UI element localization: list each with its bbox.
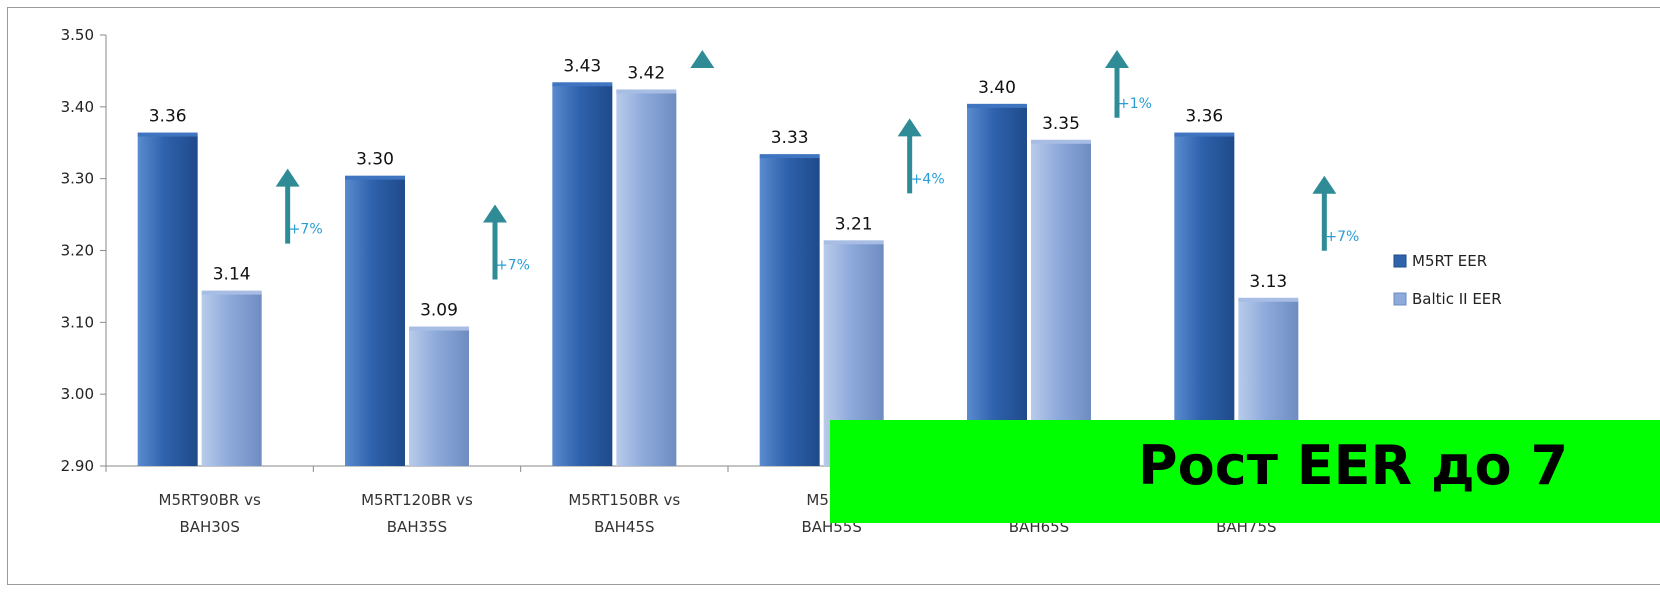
banner-text: Рост EER до 7 bbox=[1138, 434, 1569, 497]
data-label: 3.42 bbox=[627, 63, 665, 83]
increase-label: +7% bbox=[496, 258, 530, 274]
bar-top-cap bbox=[1174, 132, 1235, 137]
x-tick-label: BAH30S bbox=[179, 518, 239, 536]
bar-m5rt-eer bbox=[967, 106, 1027, 466]
highlight-banner: Рост EER до 7 bbox=[830, 420, 1660, 523]
data-label: 3.36 bbox=[1185, 107, 1223, 127]
bar-m5rt-eer bbox=[137, 135, 198, 467]
bar-baltic-ii-eer bbox=[1031, 142, 1091, 466]
data-label: 3.40 bbox=[978, 78, 1016, 98]
bar-top-cap bbox=[823, 240, 884, 245]
increase-label: +1% bbox=[1118, 96, 1152, 112]
bar-baltic-ii-eer bbox=[616, 92, 677, 466]
x-tick-label: BAH35S bbox=[387, 518, 447, 536]
legend-swatch bbox=[1393, 292, 1407, 306]
bar-top-cap bbox=[201, 290, 262, 295]
increase-arrow-icon bbox=[897, 118, 922, 194]
bar-top-cap bbox=[1238, 297, 1299, 302]
x-tick-label: BAH45S bbox=[594, 518, 654, 536]
x-tick-label: M5RT150BR vs bbox=[568, 491, 680, 509]
arrow-head bbox=[1312, 175, 1337, 194]
bar-baltic-ii-eer bbox=[201, 293, 262, 466]
y-tick-label: 2.90 bbox=[61, 457, 94, 475]
bar-m5rt-eer bbox=[759, 157, 820, 466]
arrow-head bbox=[275, 168, 300, 187]
legend-label: Baltic II EER bbox=[1412, 290, 1502, 308]
y-tick-label: 3.00 bbox=[61, 385, 94, 403]
bar-top-cap bbox=[409, 326, 469, 331]
legend-swatch bbox=[1393, 254, 1407, 268]
bar-m5rt-eer bbox=[1174, 135, 1235, 467]
bar-top-cap bbox=[345, 175, 405, 180]
y-tick-label: 3.30 bbox=[61, 170, 94, 188]
increase-label: +4% bbox=[911, 171, 945, 187]
increase-arrow-icon bbox=[483, 204, 507, 280]
data-label: 3.43 bbox=[563, 56, 601, 76]
bar-top-cap bbox=[1031, 139, 1091, 144]
increase-arrow-icon bbox=[1312, 175, 1337, 251]
data-label: 3.35 bbox=[1042, 114, 1080, 134]
increase-label: +7% bbox=[1325, 229, 1359, 245]
arrow-head bbox=[897, 118, 922, 137]
arrow-head bbox=[1105, 50, 1129, 68]
data-label: 3.13 bbox=[1249, 272, 1287, 292]
increase-label: +7% bbox=[289, 222, 323, 238]
bar-m5rt-eer bbox=[345, 178, 405, 466]
arrow-head bbox=[483, 204, 507, 223]
increase-arrow-icon bbox=[690, 50, 715, 68]
bar-top-cap bbox=[759, 154, 820, 159]
increase-arrow-icon bbox=[1105, 50, 1129, 118]
x-tick-label: M5RT90BR vs bbox=[159, 491, 261, 509]
bar-top-cap bbox=[616, 89, 677, 94]
data-label: 3.21 bbox=[835, 214, 873, 234]
bar-top-cap bbox=[137, 132, 198, 137]
data-label: 3.36 bbox=[149, 107, 187, 127]
y-tick-label: 3.10 bbox=[61, 313, 94, 331]
x-tick-label: M5RT120BR vs bbox=[361, 491, 473, 509]
bar-top-cap bbox=[552, 82, 613, 87]
y-tick-label: 3.50 bbox=[61, 26, 94, 44]
bar-baltic-ii-eer bbox=[409, 329, 469, 466]
data-label: 3.30 bbox=[356, 150, 394, 170]
bar-m5rt-eer bbox=[552, 85, 613, 467]
y-tick-label: 3.20 bbox=[61, 242, 94, 260]
data-label: 3.33 bbox=[771, 128, 809, 148]
data-label: 3.14 bbox=[213, 265, 251, 285]
increase-arrow-icon bbox=[275, 168, 300, 244]
data-label: 3.09 bbox=[420, 301, 458, 321]
arrow-head bbox=[690, 50, 715, 68]
y-tick-label: 3.40 bbox=[61, 98, 94, 116]
bar-top-cap bbox=[967, 103, 1027, 108]
legend-label: M5RT EER bbox=[1412, 252, 1487, 270]
